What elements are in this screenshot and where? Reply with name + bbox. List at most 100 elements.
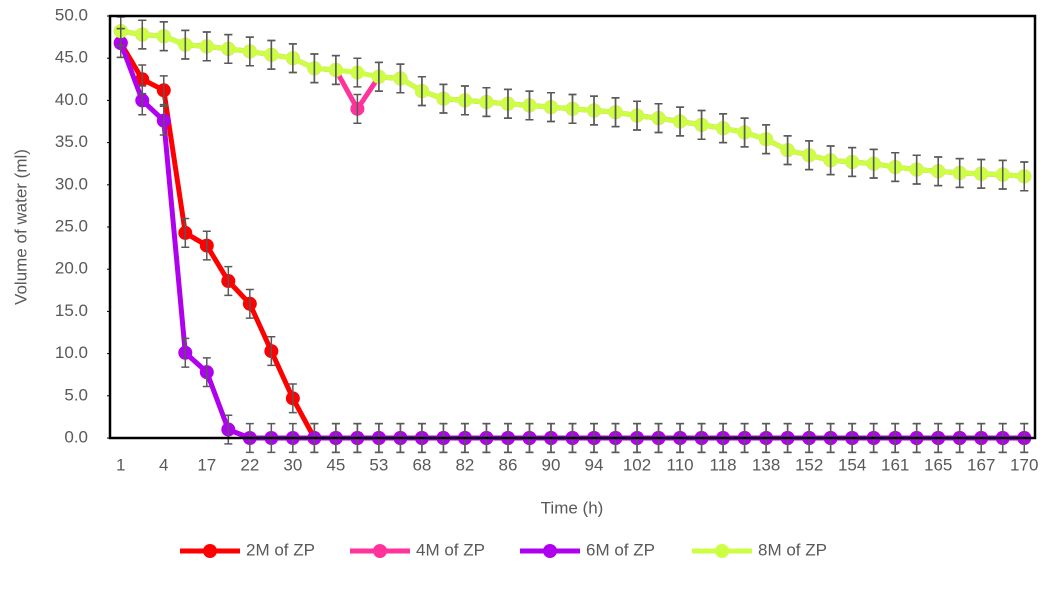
x-tick-label: 17 [197,455,216,474]
legend-label: 8M of ZP [758,540,827,559]
error-bar [740,117,749,148]
error-bar [654,103,663,134]
error-bar [676,106,685,137]
error-bar [934,156,943,187]
y-tick-label: 25.0 [55,216,88,235]
error-bar [633,100,642,131]
error-bar [590,95,599,126]
x-tick-label: 94 [585,455,604,474]
error-bar [762,124,771,155]
x-tick-label: 165 [924,455,952,474]
error-bar [245,36,254,67]
error-bar [224,33,233,65]
error-bar [181,217,190,249]
y-tick-label: 20.0 [55,259,88,278]
y-tick-label: 15.0 [55,301,88,320]
x-tick-label: 86 [499,455,518,474]
legend-marker [715,544,729,558]
x-tick-label: 30 [283,455,302,474]
y-tick-label: 0.0 [64,427,88,446]
error-bar [460,85,469,116]
error-bar [159,21,168,52]
x-tick-label: 102 [623,455,651,474]
error-bar [891,151,900,183]
error-bar [546,92,555,123]
x-tick-label: 82 [455,455,474,474]
error-bar [331,54,340,86]
error-bar [826,145,835,176]
error-bar [202,31,211,62]
y-tick-label: 40.0 [55,90,88,109]
x-tick-label: 138 [752,455,780,474]
legend-marker [203,544,217,558]
error-bar [202,357,211,388]
x-tick-label: 4 [159,455,168,474]
error-bar [912,154,921,185]
error-bar [288,383,297,414]
error-bar [998,159,1007,190]
error-bar [202,230,211,261]
error-bar [955,157,964,189]
x-tick-label: 68 [412,455,431,474]
error-bar [417,76,426,107]
error-bar [181,29,190,60]
error-bar [267,335,276,367]
error-bar [181,337,190,368]
error-bar [482,86,491,118]
y-tick-label: 50.0 [55,5,88,24]
error-bar [159,75,168,106]
x-tick-label: 167 [967,455,995,474]
x-axis-label: Time (h) [541,498,604,517]
error-bar [525,90,534,121]
error-bar [805,140,814,171]
error-bar [353,93,362,124]
legend-label: 6M of ZP [586,540,655,559]
y-tick-label: 10.0 [55,343,88,362]
error-bar [138,19,147,50]
x-tick-label: 118 [710,455,737,474]
x-tick-label: 152 [795,455,823,474]
error-bar [1020,161,1029,192]
plot-border [108,14,1037,440]
error-bar [310,53,319,84]
legend-marker [373,544,387,558]
legend-marker [543,544,557,558]
error-bar [719,113,728,144]
error-bar [288,43,297,74]
x-tick-label: 53 [369,455,388,474]
x-tick-label: 22 [240,455,259,474]
error-bar [848,146,857,178]
y-tick-label: 30.0 [55,174,88,193]
y-axis-label: Volume of water (ml) [11,149,30,305]
x-tick-label: 161 [881,455,909,474]
error-bar [611,97,620,128]
error-bar [697,109,706,140]
error-bar [267,39,276,70]
error-bar [783,135,792,166]
x-tick-label: 1 [116,455,125,474]
x-tick-label: 110 [667,455,694,474]
error-bar [396,63,405,94]
y-tick-label: 45.0 [55,48,88,67]
error-bar [977,158,986,189]
x-tick-label: 90 [542,455,561,474]
error-bar [503,88,512,119]
legend-label: 2M of ZP [246,540,315,559]
error-bar [568,93,577,124]
error-bar [224,265,233,297]
error-bar [245,288,254,319]
error-bar [374,61,383,92]
error-bar [439,83,448,114]
x-tick-label: 170 [1010,455,1038,474]
error-bar [869,148,878,179]
y-tick-label: 35.0 [55,132,88,151]
legend-label: 4M of ZP [416,540,485,559]
error-bar [353,57,362,88]
x-tick-label: 45 [326,455,345,474]
y-tick-label: 5.0 [64,385,88,404]
error-bar [159,105,168,136]
error-bar [138,85,147,116]
x-tick-label: 154 [838,455,866,474]
